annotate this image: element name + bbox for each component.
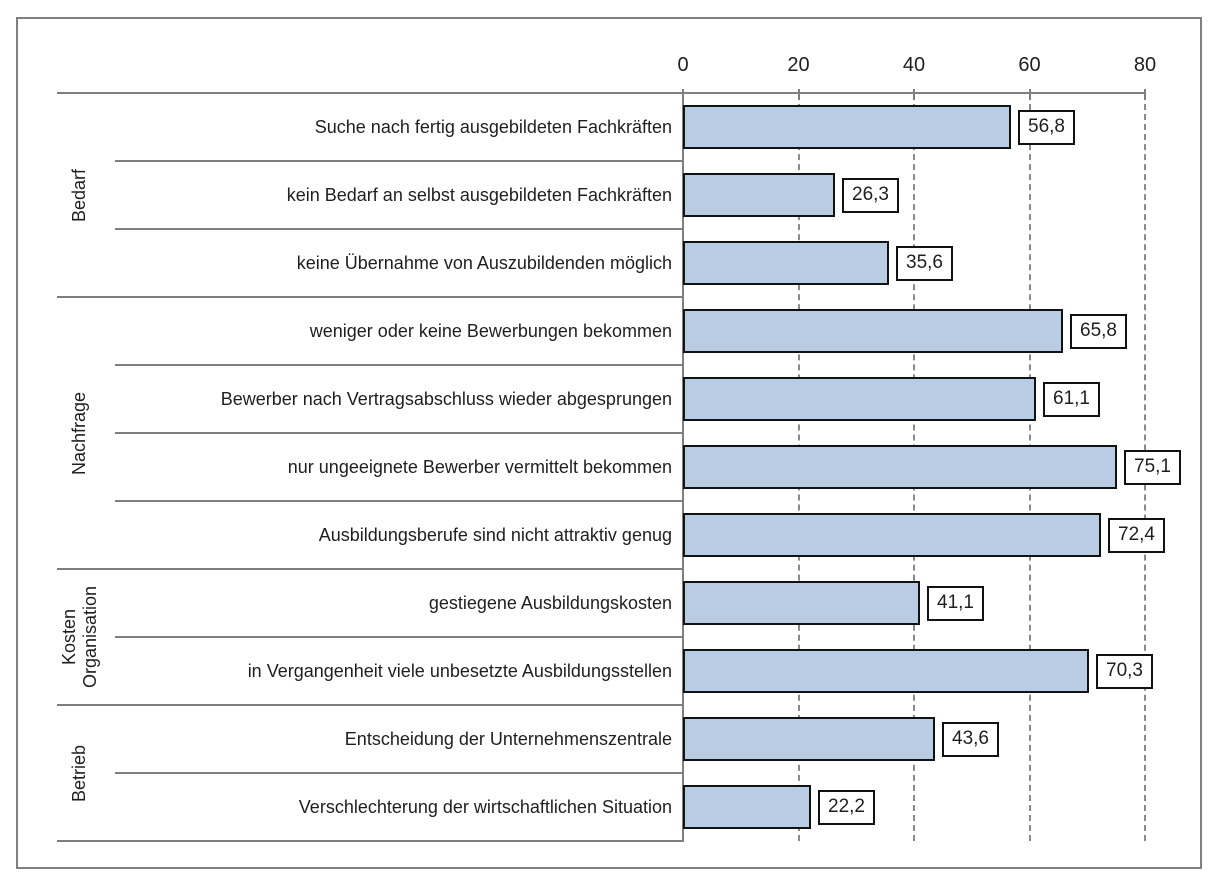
value-label: 22,2	[818, 789, 875, 825]
group-separator-line	[57, 704, 683, 706]
category-tick	[674, 704, 682, 706]
bar	[683, 173, 835, 217]
group-label-wrap: Nachfrage	[46, 297, 114, 569]
bar-label: gestiegene Ausbildungskosten	[428, 593, 672, 613]
axis-tick	[913, 89, 915, 100]
group-label: Kosten Organisation	[59, 585, 100, 689]
value-label: 75,1	[1124, 449, 1181, 485]
bar	[683, 377, 1036, 421]
value-label: 56,8	[1018, 109, 1075, 145]
category-tick	[674, 296, 682, 298]
chart-frame	[16, 17, 1202, 869]
axis-tick-label: 80	[1133, 54, 1157, 76]
category-tick	[674, 160, 682, 162]
value-axis-line	[57, 92, 1146, 94]
group-separator-line	[57, 568, 683, 570]
group-label-wrap: Bedarf	[46, 93, 114, 297]
bar	[683, 785, 811, 829]
bar-label: Ausbildungsberufe sind nicht attraktiv g…	[318, 525, 672, 545]
value-label: 72,4	[1108, 517, 1165, 553]
value-label: 65,8	[1070, 313, 1127, 349]
axis-tick	[797, 89, 800, 100]
chart-bottom-line	[57, 840, 683, 842]
category-tick	[674, 228, 682, 230]
row-separator-line	[115, 432, 683, 434]
row-separator-line	[115, 636, 683, 638]
bar-label: weniger oder keine Bewerbungen bekommen	[309, 321, 672, 341]
bar-label: Verschlechterung der wirtschaftlichen Si…	[298, 797, 672, 817]
bar	[683, 717, 935, 761]
row-separator-line	[115, 772, 683, 774]
group-label-wrap: Kosten Organisation	[46, 569, 114, 705]
bar-label: Suche nach fertig ausgebildeten Fachkräf…	[314, 117, 672, 137]
group-label: Betrieb	[69, 744, 90, 802]
value-label: 43,6	[942, 721, 999, 757]
category-tick	[674, 772, 682, 774]
axis-tick-label: 60	[1018, 54, 1041, 76]
bar	[683, 105, 1011, 149]
axis-tick-label: 40	[902, 54, 926, 76]
bar	[683, 513, 1101, 557]
group-separator-line	[57, 296, 683, 298]
value-label: 26,3	[842, 177, 899, 213]
category-tick	[674, 432, 682, 434]
bar-label: keine Übernahme von Auszubildenden mögli…	[296, 253, 672, 273]
group-label: Nachfrage	[69, 391, 90, 475]
value-label: 61,1	[1043, 381, 1100, 417]
value-label: 70,3	[1096, 653, 1153, 689]
bar	[683, 445, 1117, 489]
axis-tick	[1144, 89, 1146, 100]
bar-label: kein Bedarf an selbst ausgebildeten Fach…	[286, 185, 672, 205]
row-separator-line	[115, 160, 683, 162]
axis-tick	[1028, 89, 1031, 100]
row-separator-line	[115, 500, 683, 502]
category-tick	[674, 636, 682, 638]
bar-label: Bewerber nach Vertragsabschluss wieder a…	[220, 389, 672, 409]
bar	[683, 649, 1089, 693]
category-tick	[674, 364, 682, 366]
row-separator-line	[115, 228, 683, 230]
value-label: 41,1	[927, 585, 984, 621]
group-label-wrap: Betrieb	[46, 705, 114, 841]
value-label: 35,6	[896, 245, 953, 281]
bar	[683, 309, 1063, 353]
category-tick	[674, 568, 682, 570]
bar-label: nur ungeeignete Bewerber vermittelt beko…	[287, 457, 672, 477]
row-separator-line	[115, 364, 683, 366]
bar-label: in Vergangenheit viele unbesetzte Ausbil…	[247, 661, 672, 681]
axis-tick-label: 0	[677, 54, 689, 76]
axis-tick-label: 20	[787, 54, 810, 76]
bar	[683, 581, 920, 625]
bar	[683, 241, 889, 285]
group-label: Bedarf	[69, 168, 90, 222]
bar-label: Entscheidung der Unternehmenszentrale	[344, 729, 672, 749]
category-tick	[674, 500, 682, 502]
